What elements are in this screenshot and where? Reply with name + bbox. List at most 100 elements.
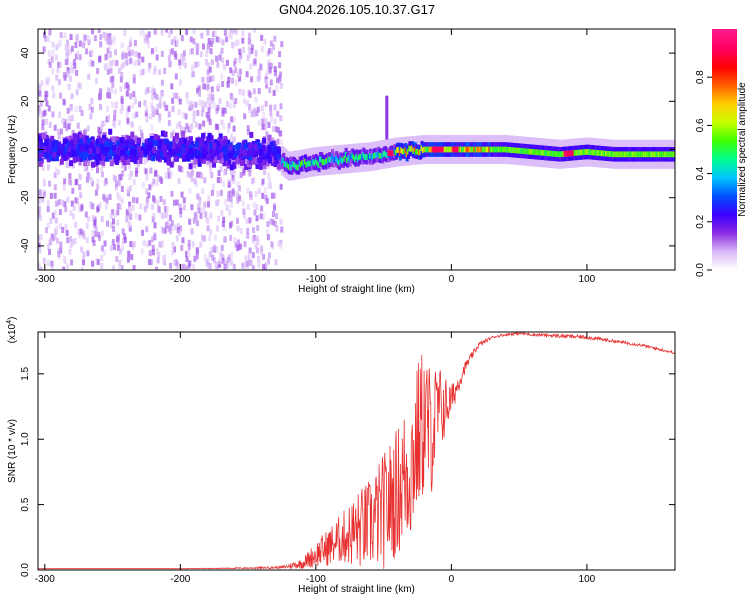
spectrogram-cell [228,190,232,197]
spectrogram-cell [49,155,54,162]
spectrogram-cell [129,185,133,192]
spectrogram-cell [98,56,102,63]
spectrogram-cell [182,263,186,270]
colorbar-segment [712,37,737,40]
spectrogram-cell [110,87,114,94]
spectrogram-cell [149,167,153,174]
spectrogram-cell [70,45,74,52]
spectrogram-cell [180,244,184,251]
spectrogram-cell [117,194,121,201]
spectrogram-cell [170,83,174,90]
spectrogram-cell [163,68,167,75]
colorbar-tick-label: 0.0 [695,263,706,277]
spectrogram-cell [48,249,52,256]
spectrogram-cell [87,159,91,166]
spectrogram-cell [70,115,74,122]
spectrogram-cell [266,228,270,235]
spectrogram-cell [214,123,218,130]
spectrogram-cell [74,41,78,48]
spectrogram-cell [119,86,123,93]
spectrogram-cell [208,103,212,110]
colorbar-segment [712,253,737,257]
spectrogram-cell [74,221,78,228]
spectrogram-cell [167,152,172,159]
colorbar-segment [712,127,737,131]
spectrogram-cell [209,228,213,235]
spectrogram-cell [237,239,241,246]
spectrogram-cell [174,132,179,139]
x-axis-title: Height of straight line (km) [298,284,415,295]
spectrogram-cell [167,119,171,126]
spectrogram-cell [42,145,47,152]
colorbar-segment [712,241,737,245]
spectrogram-cell [38,247,42,254]
spectrogram-cell [90,177,94,184]
spectrogram-cell [74,106,78,113]
spectrogram-hotspot [452,146,459,153]
spectrogram-cell [157,174,161,181]
spectrogram-cell [80,266,84,270]
spectrogram-cell [278,151,283,158]
colorbar-segment [712,183,737,187]
spectrogram-cell [121,238,125,245]
colorbar-segment [712,155,737,159]
spectrogram-cell [211,38,215,45]
spectrogram-cell [254,96,258,103]
spectrogram-cell [106,92,110,99]
spectrogram-cell [182,55,186,62]
spectrogram-cell [205,111,209,118]
spectrogram-cell [257,188,261,195]
spectrogram-cell [62,138,67,145]
spectrogram-cell [132,91,136,98]
colorbar-segment [712,247,737,251]
spectrogram-cell [221,254,225,261]
spectrogram-cell [217,137,222,144]
spectrogram-cell [108,193,112,200]
spectrogram-cell [221,140,226,147]
spectrogram-cell [222,63,226,70]
spectrogram-cell [47,145,52,152]
spectrogram-cell [90,164,94,171]
spectrogram-cell [109,212,113,219]
spectrogram-cell [169,29,173,35]
spectrogram-cell [269,62,273,69]
spectrogram-cell [111,239,115,246]
spectrogram-cell [265,160,270,167]
spectrogram-cell [180,191,184,198]
spectrogram-cell [150,87,154,94]
spectrogram-cell [196,220,200,227]
spectrogram-cell [102,32,106,39]
spectrogram-cell [223,135,228,142]
spectrogram-cell [78,105,82,112]
spectrogram-cell [108,149,113,156]
spectrogram-cell [259,63,263,70]
spectrogram-cell [50,266,54,270]
spectrogram-cell [71,129,75,136]
spectrogram-cell [66,70,70,77]
spectrogram-cell [212,142,217,149]
spectrogram-cell [116,203,120,210]
spectrogram-cell [69,210,73,217]
spectrogram-cell [126,256,130,263]
spectrogram-cell [182,112,186,119]
spectrogram-cell [108,33,112,40]
colorbar-segment [712,87,737,90]
spectrogram-cell [272,192,276,199]
spectrogram-cell [71,187,75,194]
spectrogram-cell [268,48,272,55]
spectrogram-cell [276,110,280,117]
spectrogram-cell [143,158,147,165]
spectrogram-cell [265,131,269,138]
colorbar-segment [712,131,737,135]
spectrogram-cell [137,59,141,66]
spectrogram-cell [116,140,121,147]
spectrogram-cell [187,239,191,246]
spectrogram-cell [123,83,127,90]
spectrogram-cell [200,138,205,145]
colorbar-segment [712,145,737,149]
spectrogram-cell [101,154,106,161]
spectrogram-cell [238,57,242,64]
spectrogram-cell [93,219,97,226]
spectrogram-cell [54,217,58,224]
spectrogram-cell [169,49,173,56]
